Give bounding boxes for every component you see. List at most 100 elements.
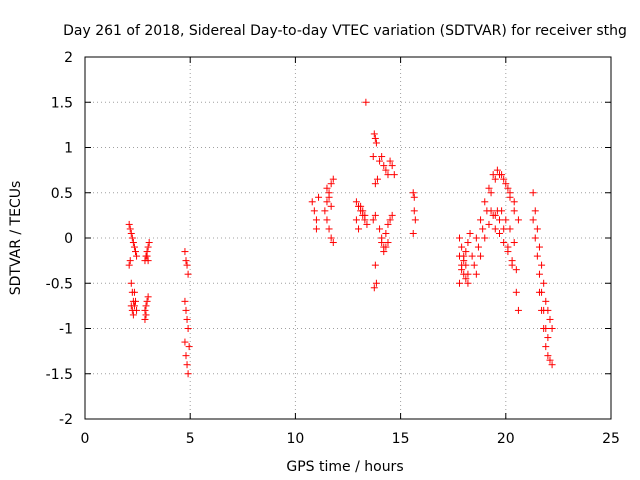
data-point bbox=[370, 130, 378, 138]
data-point bbox=[362, 98, 370, 106]
data-point bbox=[500, 239, 508, 247]
data-point bbox=[181, 297, 189, 305]
data-point bbox=[514, 216, 522, 224]
data-point bbox=[498, 171, 506, 179]
data-point bbox=[323, 216, 331, 224]
data-point bbox=[371, 134, 379, 142]
data-point bbox=[460, 270, 468, 278]
data-point bbox=[133, 306, 141, 314]
data-point bbox=[357, 202, 365, 210]
data-point bbox=[533, 252, 541, 260]
data-point bbox=[466, 229, 474, 237]
y-tick-label: -2 bbox=[59, 412, 73, 428]
data-point bbox=[538, 261, 546, 269]
data-point bbox=[384, 171, 392, 179]
data-point bbox=[512, 288, 520, 296]
data-point bbox=[481, 198, 489, 206]
data-point bbox=[540, 325, 548, 332]
data-point bbox=[369, 153, 377, 161]
data-point bbox=[380, 162, 388, 170]
data-point bbox=[327, 202, 335, 210]
data-point bbox=[474, 243, 482, 251]
data-point bbox=[485, 220, 493, 228]
x-tick-labels: 0 5 10 15 20 25 bbox=[81, 431, 620, 447]
data-point bbox=[491, 175, 499, 183]
data-point bbox=[388, 211, 396, 219]
data-point bbox=[143, 297, 151, 305]
data-point bbox=[458, 261, 466, 269]
data-point bbox=[531, 207, 539, 215]
data-point bbox=[544, 334, 552, 342]
data-point bbox=[321, 207, 329, 215]
y-tick-label: 1.5 bbox=[51, 95, 73, 111]
data-point bbox=[386, 157, 394, 165]
data-point bbox=[369, 216, 377, 224]
data-point bbox=[129, 311, 137, 319]
data-point bbox=[386, 216, 394, 224]
data-point bbox=[127, 229, 135, 237]
data-point bbox=[538, 306, 546, 314]
data-point bbox=[464, 239, 472, 247]
x-axis-label: GPS time / hours bbox=[286, 459, 403, 475]
data-point bbox=[128, 234, 136, 242]
data-point bbox=[127, 279, 135, 287]
data-point bbox=[376, 157, 384, 165]
grid bbox=[85, 57, 611, 419]
data-point bbox=[363, 220, 371, 228]
x-tick-label: 20 bbox=[497, 431, 515, 447]
data-point bbox=[131, 248, 139, 256]
data-point bbox=[472, 270, 480, 278]
x-tick-label: 5 bbox=[186, 431, 195, 447]
data-point bbox=[542, 343, 550, 351]
data-point bbox=[355, 225, 363, 233]
data-point bbox=[185, 343, 193, 351]
data-point bbox=[502, 180, 510, 188]
data-point bbox=[493, 166, 501, 174]
data-point bbox=[130, 243, 138, 251]
y-tick-label: -0.5 bbox=[46, 276, 73, 292]
data-point bbox=[184, 325, 192, 332]
data-point bbox=[310, 207, 318, 215]
data-point bbox=[504, 184, 512, 192]
data-point bbox=[184, 370, 192, 378]
data-point bbox=[182, 257, 190, 265]
data-point bbox=[500, 225, 508, 233]
data-point bbox=[308, 198, 316, 206]
data-point bbox=[481, 234, 489, 242]
data-point bbox=[410, 207, 418, 215]
data-point bbox=[143, 252, 151, 260]
data-point bbox=[378, 153, 386, 161]
data-point bbox=[535, 243, 543, 251]
data-point bbox=[462, 275, 470, 283]
data-point bbox=[477, 252, 485, 260]
data-point bbox=[145, 239, 153, 247]
data-point bbox=[548, 325, 556, 332]
data-point bbox=[514, 306, 522, 314]
data-point bbox=[329, 239, 337, 247]
x-tick-label: 15 bbox=[392, 431, 410, 447]
y-tick-label: 0.5 bbox=[51, 186, 73, 202]
data-point bbox=[183, 315, 191, 323]
data-point bbox=[409, 189, 417, 197]
data-point bbox=[370, 284, 378, 292]
data-point bbox=[460, 257, 468, 265]
x-tick-label: 25 bbox=[602, 431, 620, 447]
data-points bbox=[125, 98, 556, 378]
data-point bbox=[361, 211, 369, 219]
data-point bbox=[535, 288, 543, 296]
data-point bbox=[487, 189, 495, 197]
data-point bbox=[456, 252, 464, 260]
y-tick-label: -1.5 bbox=[46, 367, 73, 383]
data-point bbox=[510, 198, 518, 206]
data-point bbox=[410, 193, 418, 201]
data-point bbox=[491, 211, 499, 219]
data-point bbox=[312, 216, 320, 224]
data-point bbox=[125, 220, 133, 228]
data-point bbox=[142, 302, 150, 310]
data-point bbox=[312, 225, 320, 233]
data-point bbox=[371, 261, 379, 269]
data-point bbox=[535, 270, 543, 278]
data-point bbox=[506, 225, 514, 233]
data-point bbox=[129, 239, 137, 247]
